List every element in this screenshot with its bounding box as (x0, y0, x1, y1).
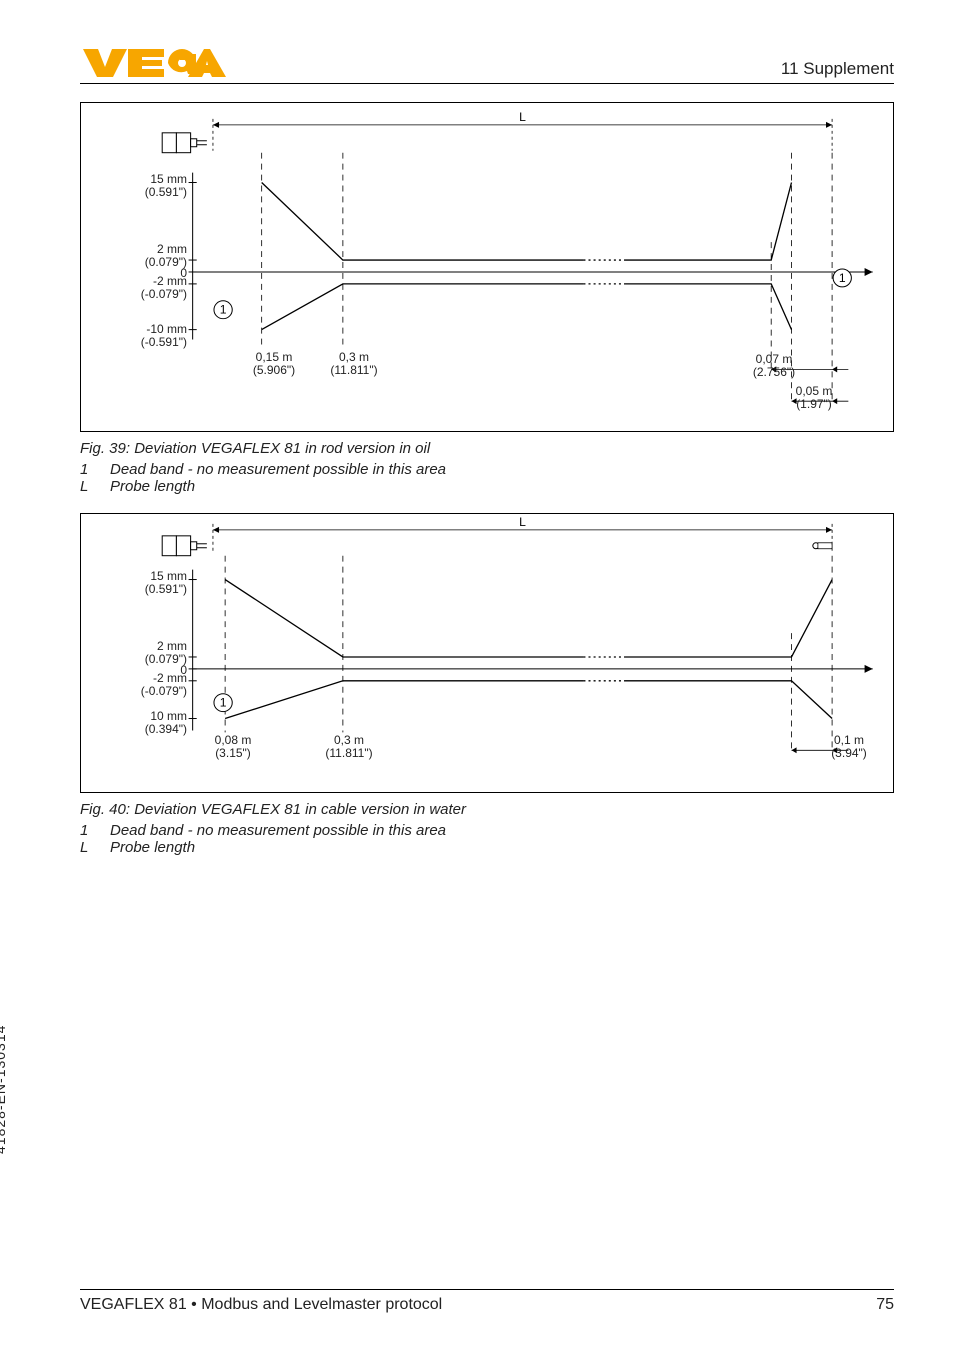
figure-40-legend: 1 Dead band - no measurement possible in… (80, 822, 894, 856)
figure-40-caption: Fig. 40: Deviation VEGAFLEX 81 in cable … (80, 801, 894, 818)
figure-39-legend: 1 Dead band - no measurement possible in… (80, 461, 894, 495)
x-axis-label: 0,05 m(1.97") (779, 385, 849, 411)
legend-row: 1 Dead band - no measurement possible in… (80, 461, 894, 478)
x-axis-label: 0,08 m(3.15") (203, 734, 263, 760)
legend-text: Probe length (110, 839, 195, 856)
legend-row: L Probe length (80, 839, 894, 856)
vega-logo (80, 45, 230, 79)
y-axis-label: -2 mm(-0.079") (141, 275, 187, 301)
x-axis-label: 0,3 m(11.811") (319, 351, 389, 377)
y-axis-label: 10 mm(0.394") (145, 710, 187, 736)
svg-text:1: 1 (220, 696, 227, 710)
svg-text:1: 1 (839, 271, 846, 285)
page-number: 75 (876, 1296, 894, 1314)
legend-text: Dead band - no measurement possible in t… (110, 822, 446, 839)
legend-row: 1 Dead band - no measurement possible in… (80, 822, 894, 839)
x-axis-label: 0,15 m(5.906") (239, 351, 309, 377)
legend-key: L (80, 839, 110, 856)
legend-key: 1 (80, 822, 110, 839)
svg-text:L: L (519, 515, 526, 529)
document-id: 41828-EN-130314 (0, 1025, 8, 1154)
legend-key: L (80, 478, 110, 495)
x-axis-label: 0,07 m(2.756") (739, 353, 809, 379)
figure-39: L11 15 mm(0.591")2 mm(0.079")0-2 mm(-0.0… (80, 102, 894, 495)
legend-text: Dead band - no measurement possible in t… (110, 461, 446, 478)
legend-key: 1 (80, 461, 110, 478)
figure-40: L1 15 mm(0.591")2 mm(0.079")0-2 mm(-0.07… (80, 513, 894, 856)
page-footer: VEGAFLEX 81 • Modbus and Levelmaster pro… (80, 1289, 894, 1314)
figure-40-chart: L1 15 mm(0.591")2 mm(0.079")0-2 mm(-0.07… (80, 513, 894, 793)
legend-row: L Probe length (80, 478, 894, 495)
x-axis-label: 0,3 m(11.811") (319, 734, 379, 760)
figure-39-chart: L11 15 mm(0.591")2 mm(0.079")0-2 mm(-0.0… (80, 102, 894, 432)
x-axis-label: 0,1 m(3.94") (819, 734, 879, 760)
y-axis-label: -10 mm(-0.591") (141, 323, 187, 349)
svg-text:L: L (519, 110, 526, 124)
figure-39-caption: Fig. 39: Deviation VEGAFLEX 81 in rod ve… (80, 440, 894, 457)
section-label: 11 Supplement (781, 59, 894, 79)
legend-text: Probe length (110, 478, 195, 495)
page: 11 Supplement L11 15 mm(0.591")2 mm(0.07… (80, 40, 894, 1304)
y-axis-label: 15 mm(0.591") (145, 173, 187, 199)
y-axis-label: 15 mm(0.591") (145, 570, 187, 596)
y-axis-label: -2 mm(-0.079") (141, 672, 187, 698)
svg-text:1: 1 (220, 303, 227, 317)
footer-title: VEGAFLEX 81 • Modbus and Levelmaster pro… (80, 1296, 442, 1314)
page-header: 11 Supplement (80, 40, 894, 84)
